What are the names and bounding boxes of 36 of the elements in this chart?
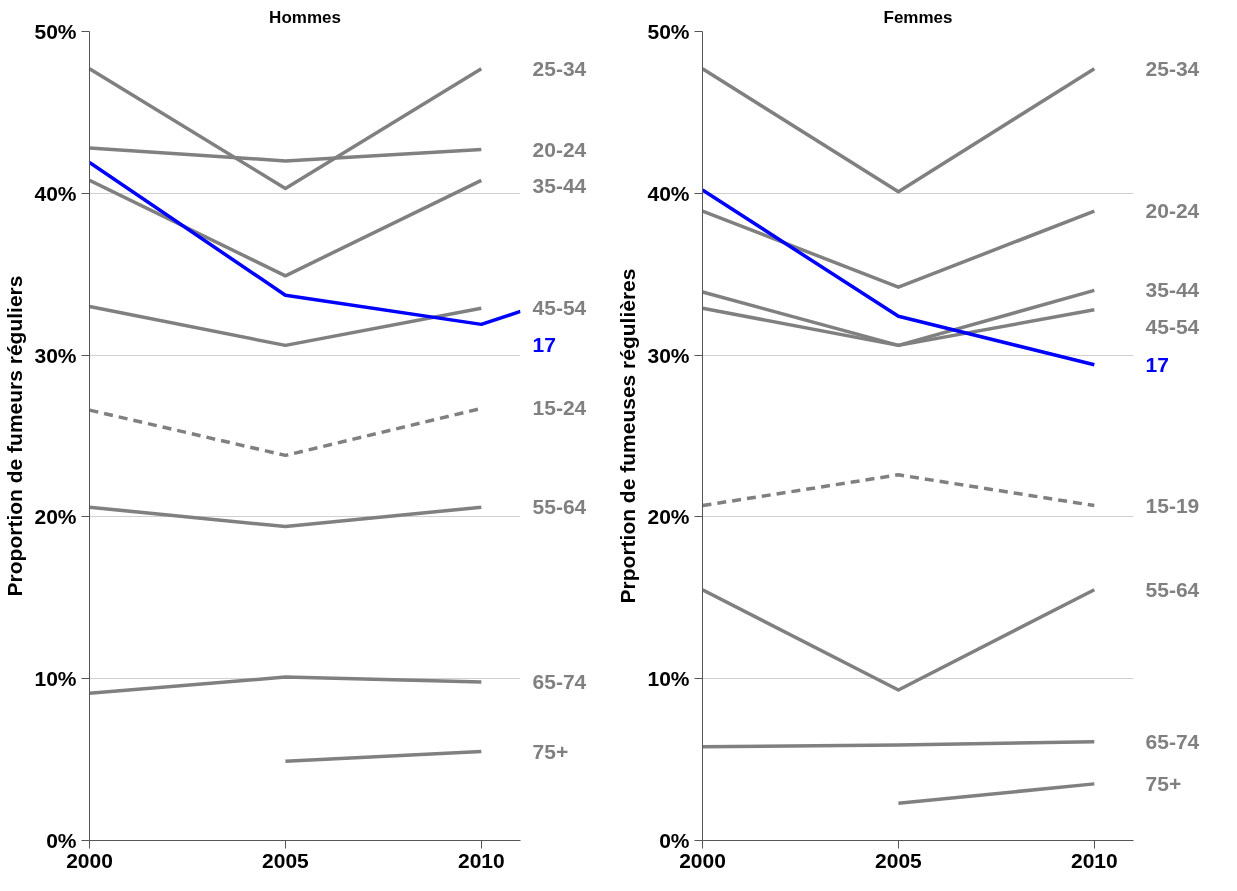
y-tick-label: 40% [34,181,77,205]
text: 15-19 [1145,493,1200,517]
y-tick-label: 20% [647,505,690,529]
y-tick-label: 30% [34,343,77,367]
y-axis-title: Proportion de fumeurs réguliers [3,275,27,597]
chart-title: Femmes [883,7,953,27]
y-tick-label: 40% [647,181,690,205]
text: 45-54 [1145,314,1200,338]
y-tick-label: 50% [647,20,690,43]
text: 25-34 [1145,56,1200,80]
text: 25-34 [532,56,587,80]
text: 45-54 [532,296,587,320]
series-label: 17 [532,332,556,356]
x-tick-label: 2010 [1070,848,1118,872]
text: 15-24 [532,396,587,420]
y-tick-label: 10% [34,667,77,691]
text: 75+ [1145,771,1182,795]
text: 20-24 [532,137,587,161]
y-axis-title: Prportion de fumeuses régulières [616,268,640,604]
text: 65-74 [1145,729,1200,753]
y-tick-label: 20% [34,505,77,529]
x-tick-label: 2005 [262,848,310,872]
y-tick-label: 30% [647,343,690,367]
x-tick-label: 2005 [875,848,923,872]
text: 17 [1145,352,1169,376]
text: 65-74 [532,669,587,693]
text: 55-64 [1145,577,1200,601]
y-tick-label: 50% [34,20,77,43]
text: 35-44 [1145,278,1200,302]
text: 20-24 [1145,199,1200,223]
y-tick-label: 10% [647,667,690,691]
text: 75+ [532,739,569,763]
x-tick-label: 2010 [457,848,505,872]
text: 55-64 [532,495,587,519]
chart-title: Hommes [269,7,341,27]
text: 35-44 [532,174,587,198]
